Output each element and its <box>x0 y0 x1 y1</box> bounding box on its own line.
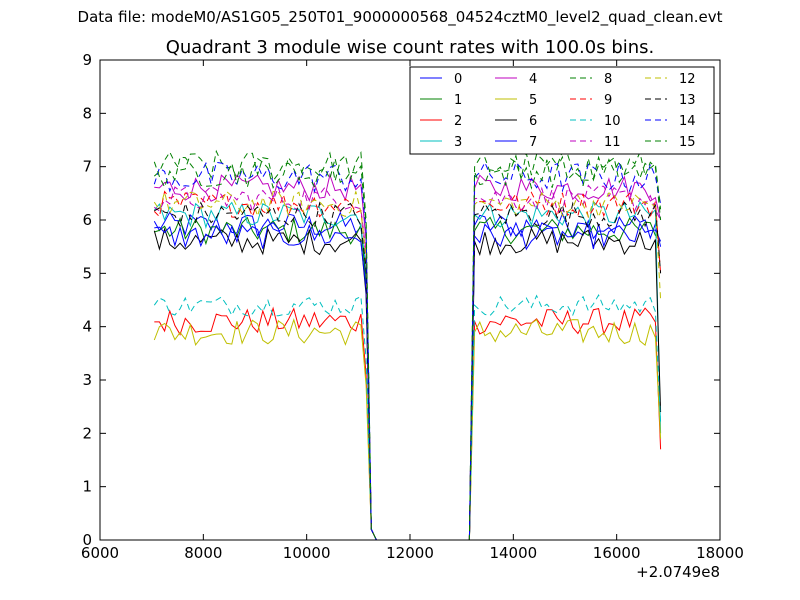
series-line-4 <box>154 173 662 540</box>
legend-label-7: 7 <box>529 135 537 150</box>
series-line-12 <box>153 190 662 540</box>
x-tick-label: 10000 <box>283 544 331 562</box>
legend-label-3: 3 <box>454 135 462 150</box>
series-line-10 <box>153 293 662 540</box>
series-line-5 <box>153 317 662 540</box>
legend-label-4: 4 <box>529 72 537 87</box>
series-line-7 <box>154 222 662 540</box>
legend-label-1: 1 <box>454 93 462 108</box>
x-tick-label: 18000 <box>696 544 744 562</box>
x-tick-label: 14000 <box>489 544 537 562</box>
x-tick-label: 12000 <box>386 544 434 562</box>
series-line-2 <box>154 306 662 540</box>
y-tick-label: 0 <box>82 531 92 549</box>
legend-label-2: 2 <box>454 114 462 129</box>
series-line-15 <box>153 155 662 540</box>
y-tick-label: 5 <box>82 264 92 282</box>
legend-box <box>409 66 715 155</box>
legend-label-0: 0 <box>454 72 462 87</box>
x-tick-label: 8000 <box>184 544 222 562</box>
series-line-1 <box>154 216 661 540</box>
axes-layer: 6000 8000 10000 12000 14000 16000 180000123456… <box>81 51 744 562</box>
chart-title: Quadrant 3 module wise count rates with … <box>166 37 655 58</box>
legend-label-13: 13 <box>679 93 696 108</box>
legend-label-6: 6 <box>529 114 537 129</box>
legend-label-9: 9 <box>604 93 612 108</box>
legend-label-8: 8 <box>604 72 612 87</box>
y-tick-label: 7 <box>82 158 92 176</box>
y-tick-label: 1 <box>82 478 92 496</box>
plot-layer <box>153 149 662 540</box>
series-line-13 <box>154 201 662 540</box>
x-axis-offset-label: +2.0749e8 <box>636 563 720 581</box>
y-tick-label: 8 <box>82 104 92 122</box>
figure-suptitle: Data file: modeM0/AS1G05_250T01_90000005… <box>77 8 723 26</box>
y-tick-label: 9 <box>82 51 92 69</box>
x-tick-label: 6000 <box>81 544 119 562</box>
series-line-9 <box>153 190 662 540</box>
series-line-6 <box>153 227 662 540</box>
y-tick-label: 4 <box>82 318 92 336</box>
series-line-11 <box>154 184 662 540</box>
y-tick-label: 3 <box>82 371 92 389</box>
series-line-3 <box>153 200 662 540</box>
legend-label-15: 15 <box>679 135 696 150</box>
series-line-8 <box>153 149 662 540</box>
legend-label-5: 5 <box>529 93 537 108</box>
series-line-0 <box>153 211 662 540</box>
y-tick-label: 6 <box>82 211 92 229</box>
legend-label-14: 14 <box>679 114 696 129</box>
legend-label-12: 12 <box>679 72 696 87</box>
legend-label-10: 10 <box>604 114 621 129</box>
legend-label-11: 11 <box>604 135 621 150</box>
x-tick-label: 16000 <box>593 544 641 562</box>
y-tick-label: 2 <box>82 424 92 442</box>
